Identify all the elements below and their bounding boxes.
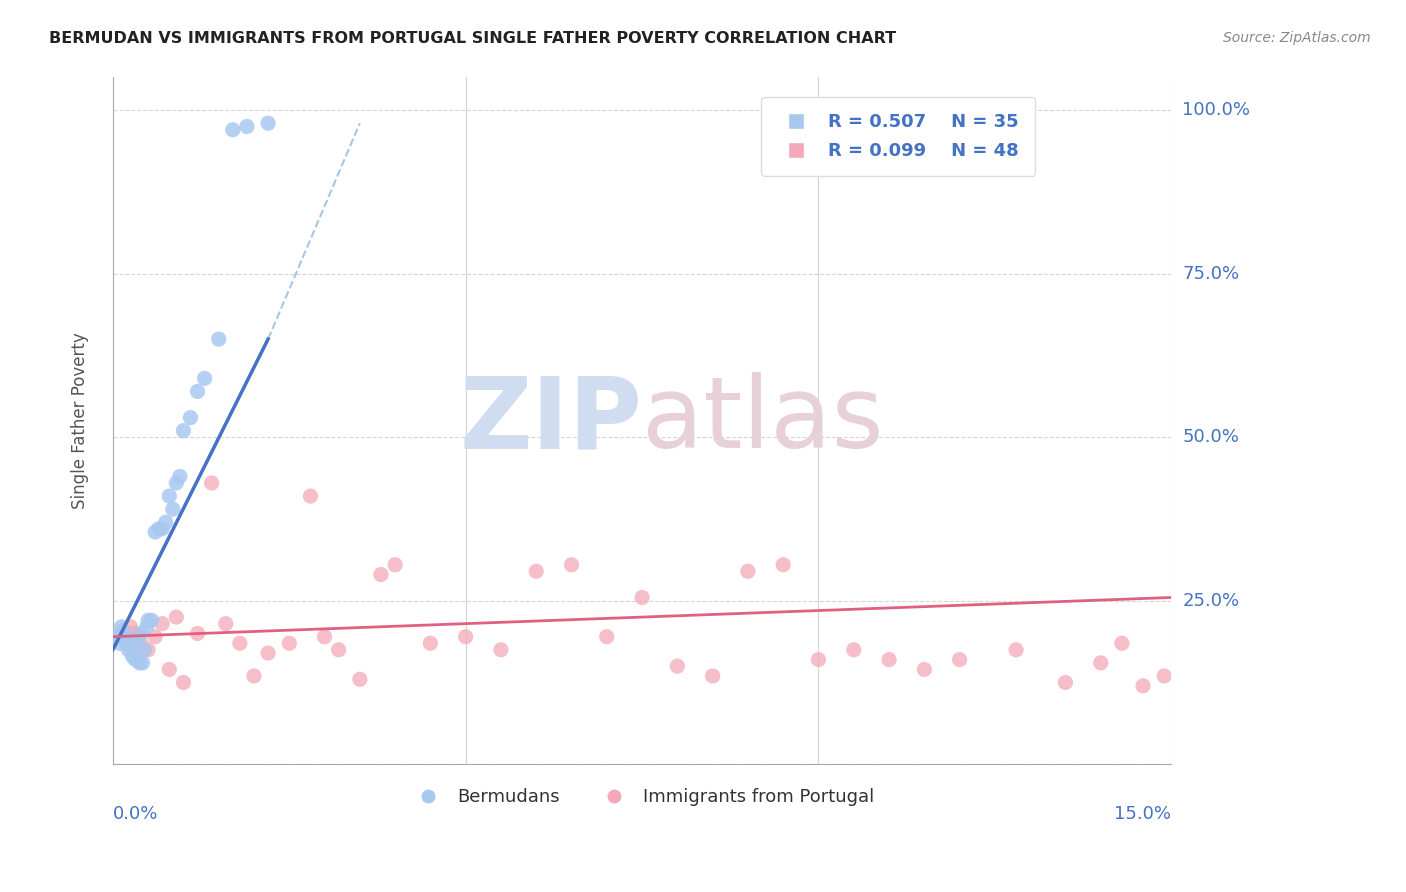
Point bbox=[110, 620, 132, 634]
Point bbox=[1111, 636, 1133, 650]
Point bbox=[155, 515, 177, 529]
Point bbox=[141, 613, 163, 627]
Point bbox=[186, 626, 208, 640]
Point bbox=[135, 620, 157, 634]
Point bbox=[148, 522, 170, 536]
Text: 50.0%: 50.0% bbox=[1182, 428, 1239, 446]
Text: Source: ZipAtlas.com: Source: ZipAtlas.com bbox=[1223, 31, 1371, 45]
Point bbox=[222, 122, 245, 136]
Point bbox=[419, 636, 441, 650]
Text: 75.0%: 75.0% bbox=[1182, 265, 1240, 283]
Point bbox=[772, 558, 794, 572]
Point bbox=[172, 675, 194, 690]
Point bbox=[877, 652, 900, 666]
Point bbox=[107, 630, 129, 644]
Point bbox=[243, 669, 266, 683]
Legend: Bermudans, Immigrants from Portugal: Bermudans, Immigrants from Portugal bbox=[404, 781, 882, 814]
Point bbox=[112, 626, 135, 640]
Point bbox=[370, 567, 392, 582]
Point bbox=[115, 632, 138, 647]
Point bbox=[186, 384, 208, 399]
Point bbox=[157, 489, 180, 503]
Point bbox=[257, 646, 280, 660]
Point bbox=[129, 626, 152, 640]
Point bbox=[108, 630, 131, 644]
Point bbox=[257, 116, 280, 130]
Point bbox=[328, 642, 350, 657]
Point bbox=[1005, 642, 1028, 657]
Point bbox=[150, 522, 173, 536]
Point bbox=[208, 332, 231, 346]
Point bbox=[115, 636, 138, 650]
Point bbox=[596, 630, 619, 644]
Point bbox=[165, 475, 187, 490]
Point bbox=[454, 630, 477, 644]
Text: BERMUDAN VS IMMIGRANTS FROM PORTUGAL SINGLE FATHER POVERTY CORRELATION CHART: BERMUDAN VS IMMIGRANTS FROM PORTUGAL SIN… bbox=[49, 31, 897, 46]
Text: 25.0%: 25.0% bbox=[1182, 591, 1240, 610]
Point bbox=[229, 636, 252, 650]
Point bbox=[201, 475, 224, 490]
Point bbox=[949, 652, 972, 666]
Point bbox=[172, 424, 194, 438]
Text: ZIP: ZIP bbox=[460, 372, 643, 469]
Point bbox=[314, 630, 336, 644]
Point bbox=[179, 410, 201, 425]
Point bbox=[737, 564, 759, 578]
Point bbox=[194, 371, 217, 385]
Point bbox=[912, 662, 935, 676]
Point bbox=[631, 591, 654, 605]
Point bbox=[560, 558, 582, 572]
Point bbox=[702, 669, 724, 683]
Point bbox=[1153, 669, 1175, 683]
Point bbox=[299, 489, 322, 503]
Point bbox=[120, 640, 142, 654]
Point bbox=[1054, 675, 1077, 690]
Point bbox=[122, 626, 145, 640]
Point bbox=[489, 642, 512, 657]
Point bbox=[143, 630, 166, 644]
Point bbox=[349, 672, 371, 686]
Point bbox=[666, 659, 689, 673]
Text: 0.0%: 0.0% bbox=[112, 805, 159, 823]
Point bbox=[842, 642, 865, 657]
Point bbox=[108, 636, 131, 650]
Point bbox=[157, 662, 180, 676]
Point bbox=[134, 642, 156, 657]
Point bbox=[169, 469, 191, 483]
Point bbox=[127, 630, 149, 644]
Point bbox=[236, 120, 259, 134]
Point bbox=[807, 652, 830, 666]
Text: 15.0%: 15.0% bbox=[1115, 805, 1171, 823]
Point bbox=[112, 623, 135, 637]
Point bbox=[524, 564, 547, 578]
Point bbox=[384, 558, 406, 572]
Point bbox=[121, 649, 143, 664]
Point bbox=[215, 616, 238, 631]
Point bbox=[150, 616, 173, 631]
Point bbox=[136, 613, 159, 627]
Point bbox=[127, 632, 149, 647]
Point bbox=[129, 636, 152, 650]
Y-axis label: Single Father Poverty: Single Father Poverty bbox=[72, 333, 89, 509]
Point bbox=[131, 656, 153, 670]
Point bbox=[1090, 656, 1112, 670]
Point bbox=[278, 636, 301, 650]
Point bbox=[165, 610, 187, 624]
Text: 100.0%: 100.0% bbox=[1182, 101, 1250, 120]
Point bbox=[122, 642, 145, 657]
Point bbox=[117, 642, 139, 657]
Text: atlas: atlas bbox=[643, 372, 884, 469]
Point bbox=[128, 656, 150, 670]
Point bbox=[124, 652, 146, 666]
Point bbox=[136, 642, 159, 657]
Point bbox=[114, 630, 136, 644]
Point bbox=[143, 524, 166, 539]
Point bbox=[162, 502, 184, 516]
Point bbox=[1132, 679, 1154, 693]
Point bbox=[120, 620, 142, 634]
